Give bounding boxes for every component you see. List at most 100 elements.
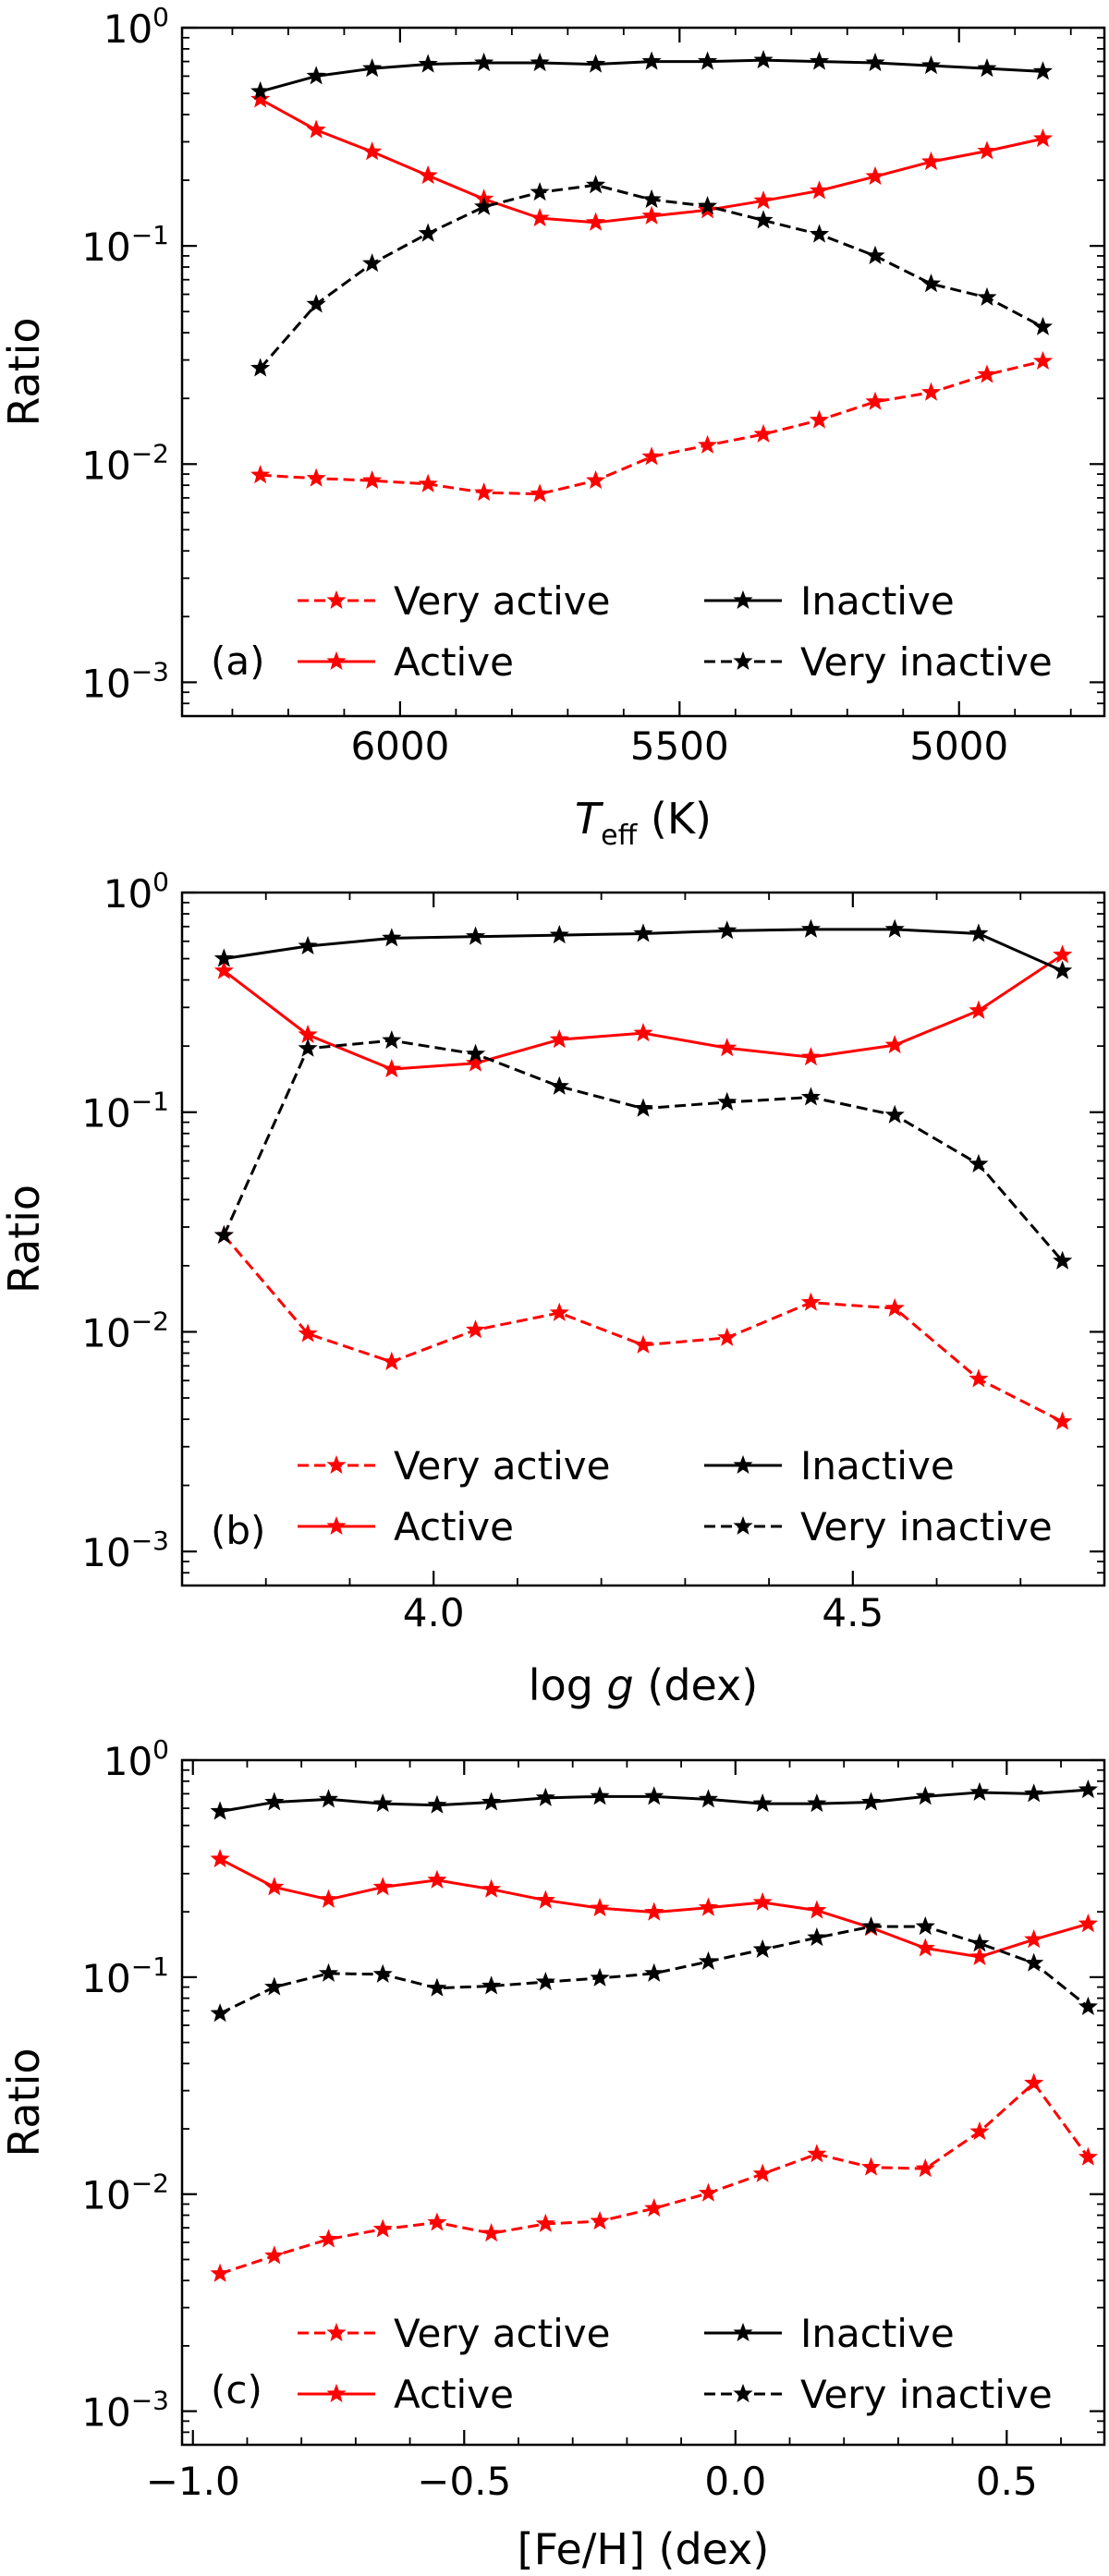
data-point — [865, 245, 885, 264]
series-active — [250, 89, 1054, 231]
legend-label: Active — [394, 2372, 514, 2417]
data-point — [535, 2213, 555, 2232]
data-point — [809, 51, 830, 70]
data-point — [318, 2229, 339, 2248]
data-point — [535, 1889, 555, 1909]
data-point — [920, 273, 942, 293]
data-point — [372, 2218, 393, 2238]
data-point — [884, 1297, 905, 1317]
legend-entry: Active — [298, 1504, 514, 1549]
data-point — [969, 1153, 989, 1173]
data-point — [753, 210, 774, 229]
legend-label: Very inactive — [800, 639, 1053, 685]
data-point — [969, 1933, 990, 1952]
legend-marker — [733, 1454, 753, 1475]
data-point — [530, 207, 550, 227]
data-point — [884, 918, 905, 938]
data-point — [1024, 1952, 1044, 1972]
plot-frame — [180, 891, 1106, 1587]
legend-entry: Very active — [298, 578, 610, 624]
data-point — [590, 2210, 610, 2230]
y-tick-exponent: 0 — [152, 867, 169, 897]
data-point — [1032, 350, 1054, 371]
data-point — [264, 1792, 285, 1811]
y-tick-exponent: −1 — [131, 1951, 169, 1982]
y-tick-base: 10 — [81, 225, 130, 270]
data-point — [717, 1327, 737, 1346]
y-tick-base: 10 — [81, 2173, 130, 2218]
y-tick-base: 10 — [81, 1310, 130, 1355]
data-point — [807, 1792, 827, 1813]
data-point — [1078, 1914, 1098, 1933]
data-point — [213, 960, 234, 979]
data-point — [418, 164, 438, 185]
y-tick-base: 10 — [81, 2390, 130, 2436]
series-line — [223, 1234, 1064, 1423]
x-axis-label-symbol: g — [607, 1660, 634, 1710]
data-point — [1024, 2072, 1044, 2092]
y-tick-exponent: −1 — [131, 1087, 169, 1117]
legend-entry: Inactive — [704, 1443, 955, 1488]
data-point — [807, 2144, 827, 2163]
data-point — [535, 1971, 555, 1991]
data-point — [800, 1292, 822, 1311]
data-point — [382, 1351, 402, 1370]
y-axis-label: Ratio — [0, 2047, 49, 2157]
data-point — [977, 58, 997, 78]
data-point — [717, 1038, 737, 1057]
y-minor-ticks — [182, 901, 1104, 1586]
data-point — [372, 1963, 393, 1983]
data-point — [585, 54, 606, 73]
data-point — [633, 1334, 653, 1354]
legend: Very active Active Inactive Very inactive — [298, 578, 1053, 685]
data-point — [644, 2197, 664, 2218]
data-point — [306, 119, 326, 139]
data-point — [977, 140, 997, 160]
data-point — [641, 51, 662, 70]
x-axis-label-symbol: T — [575, 794, 604, 844]
data-point — [1078, 1996, 1098, 2015]
data-point — [549, 1302, 569, 1321]
legend-entry: Very active — [298, 1443, 610, 1488]
data-point — [807, 1927, 827, 1947]
data-point — [585, 175, 606, 194]
series-inactive — [213, 918, 1073, 979]
data-point — [210, 2263, 230, 2282]
x-tick-label: −0.5 — [417, 2459, 511, 2504]
x-axis-label-unit: (dex) — [634, 1660, 758, 1710]
y-tick-base: 10 — [81, 661, 130, 706]
data-point — [1032, 316, 1054, 335]
y-tick-base: 10 — [104, 1739, 152, 1784]
data-point — [752, 1792, 773, 1813]
y-tick-exponent: −3 — [131, 656, 169, 687]
series-line — [219, 1925, 1090, 2015]
data-point — [298, 1038, 318, 1057]
data-point — [427, 2212, 447, 2231]
data-point — [800, 1087, 822, 1106]
data-point — [698, 1897, 719, 1916]
legend-entry: Very active — [298, 2311, 610, 2356]
data-point — [481, 1792, 502, 1811]
legend-marker — [733, 2322, 753, 2342]
data-point — [644, 1902, 664, 1921]
data-point — [549, 1075, 569, 1095]
data-point — [698, 2182, 719, 2202]
data-point — [318, 1889, 339, 1908]
data-point — [865, 165, 885, 186]
data-point — [800, 1047, 822, 1066]
data-point — [418, 54, 438, 73]
panel-label: (a) — [211, 638, 265, 684]
series-inactive — [210, 1779, 1098, 1820]
data-point — [969, 2121, 990, 2141]
legend: Very active Active Inactive Very inactive — [298, 1443, 1053, 1549]
y-tick-exponent: −2 — [131, 438, 169, 468]
legend-entry: Active — [298, 2372, 514, 2417]
data-point — [1078, 2146, 1098, 2166]
data-point — [633, 923, 653, 942]
data-point — [1053, 944, 1073, 964]
data-point — [418, 473, 438, 492]
data-point — [427, 1869, 447, 1889]
y-tick-exponent: −1 — [131, 220, 169, 250]
data-point — [418, 223, 438, 242]
